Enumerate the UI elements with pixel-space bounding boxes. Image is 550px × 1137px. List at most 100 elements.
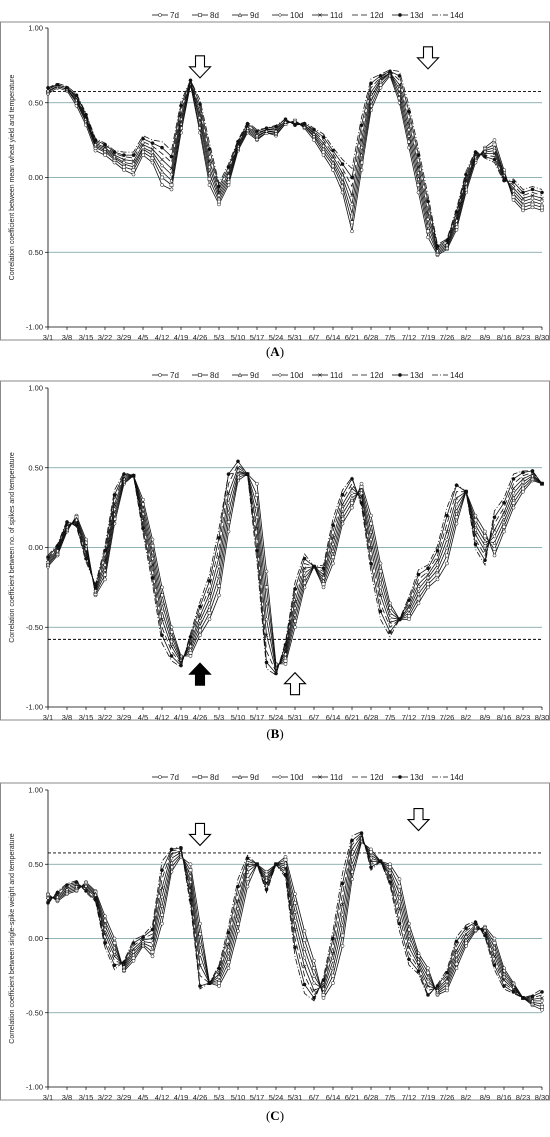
data-point [369,513,373,518]
data-point [530,205,535,210]
data-point [150,954,155,959]
data-point [540,998,544,1004]
data-point [302,938,307,942]
data-point [350,210,354,216]
data-point [350,505,354,510]
data-point [274,671,278,676]
data-point [407,617,411,622]
data-point [302,575,307,580]
x-tick-label: 5/24 [269,333,284,342]
data-point [540,1001,544,1006]
y-tick-label: -0.50 [26,1008,43,1017]
data-point [426,229,430,234]
data-point [483,538,487,543]
legend-entry-10d: 10d [290,371,303,380]
x-tick-label: 3/8 [62,713,72,722]
data-point [217,202,221,207]
data-point [264,616,269,622]
legend-entry-7d: 7d [170,773,179,782]
data-point [540,190,544,195]
data-point [207,170,212,175]
data-point [169,634,174,639]
legend-entry-10d: 10d [290,11,303,20]
x-tick-label: 6/28 [364,333,379,342]
x-tick-label: 7/19 [421,1093,436,1102]
legend-entry-9d: 9d [250,773,259,782]
data-point [492,151,497,156]
data-point [464,172,468,177]
data-point [84,889,88,893]
data-point [331,973,335,978]
data-point [454,496,459,500]
data-point [454,948,459,953]
legend-entry-13d: 13d [410,11,423,20]
arrow-marker-1 [188,662,212,686]
legend-marker [238,12,242,17]
x-tick-label: 3/29 [117,333,132,342]
arrow-marker-2 [283,671,307,696]
data-point [492,148,497,153]
data-point [217,984,221,988]
data-point [331,548,335,553]
x-tick-label: 4/12 [155,713,170,722]
legend-entry-14d: 14d [450,773,463,782]
data-point [511,477,516,481]
x-tick-label: 7/5 [385,1093,395,1102]
data-point [340,933,345,938]
data-point [312,973,316,978]
x-tick-label: 4/19 [174,333,189,342]
x-tick-label: 8/16 [497,333,512,342]
data-point [445,241,449,246]
data-point [502,519,506,524]
data-point [331,965,335,971]
legend-entry-8d: 8d [210,773,219,782]
data-point [160,903,164,908]
x-tick-label: 7/5 [385,713,395,722]
x-tick-label: 4/26 [193,1093,208,1102]
data-point [407,133,411,138]
legend-entry-11d: 11d [330,773,343,782]
data-point [217,190,221,195]
data-point [65,85,69,90]
data-point [245,472,250,476]
panel-label: (B) [266,726,283,741]
data-point [359,152,364,157]
data-point [131,153,136,157]
data-point [302,566,307,571]
data-point [217,583,221,588]
data-point [160,886,164,890]
legend-marker [198,775,202,779]
data-point [217,199,221,204]
data-point [378,576,383,582]
data-point [340,179,345,184]
data-point [483,534,487,539]
series-line [47,841,543,1011]
x-tick-label: 6/28 [364,1093,379,1102]
data-point [302,982,307,987]
data-point [502,514,506,520]
data-point [122,153,126,157]
data-point [207,591,212,596]
arrow-marker-2 [406,807,431,832]
y-tick-label: 1.00 [28,786,43,795]
x-tick-label: 4/5 [138,713,148,722]
data-point [530,202,535,207]
data-point [502,984,506,988]
data-point [511,186,516,190]
data-point [331,168,335,172]
data-point [112,153,117,157]
x-tick-label: 5/17 [250,333,265,342]
x-tick-label: 8/9 [480,333,490,342]
data-point [226,966,231,971]
x-tick-label: 7/5 [385,333,395,342]
data-point [188,886,193,890]
data-point [217,184,221,189]
data-point [416,596,421,601]
data-point [435,548,440,553]
x-tick-label: 6/14 [326,713,341,722]
data-point [416,601,421,606]
data-point [150,927,155,932]
data-point [464,932,468,936]
series-line [47,831,543,1002]
data-point [217,593,221,598]
